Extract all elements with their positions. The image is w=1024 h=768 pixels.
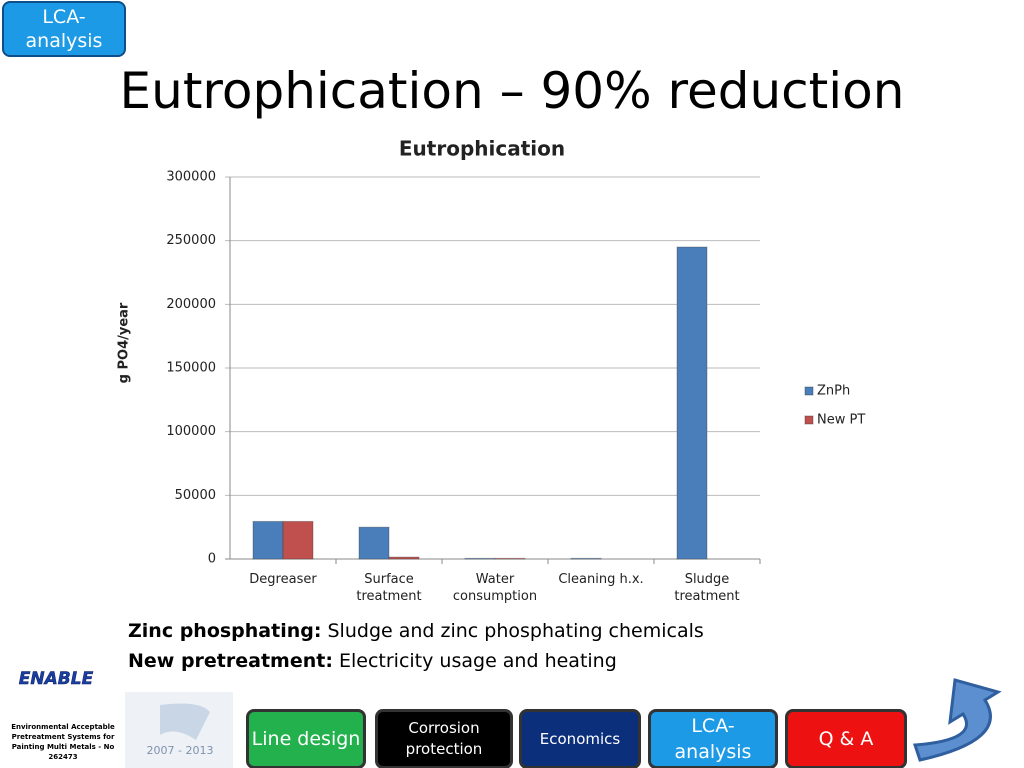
- nav-button[interactable]: Economics: [519, 709, 641, 768]
- bar: [252, 520, 284, 560]
- logo-text: ENABLE: [19, 669, 94, 689]
- nav-button[interactable]: Q & A: [785, 709, 907, 768]
- note-text: Electricity usage and heating: [339, 650, 617, 672]
- bar: [676, 246, 708, 560]
- bar: [570, 557, 602, 560]
- logo-caption: Environmental Acceptable Pretreatment Sy…: [11, 723, 115, 761]
- x-tick-label: Sludge treatment: [674, 572, 740, 604]
- note: Zinc phosphating: Sludge and zinc phosph…: [128, 620, 704, 642]
- legend-swatch: [804, 415, 814, 425]
- chart-title: Eutrophication: [399, 137, 565, 161]
- x-tick-label: Cleaning h.x.: [558, 572, 644, 587]
- nav-button[interactable]: Corrosion protection: [375, 709, 513, 768]
- legend-label: New PT: [817, 413, 865, 428]
- y-axis-label: g PO4/year: [117, 302, 132, 383]
- fp7-shape: [160, 703, 210, 740]
- bar: [282, 520, 314, 560]
- nav-button[interactable]: Line design: [246, 709, 366, 768]
- note-label: Zinc phosphating:: [128, 620, 322, 642]
- x-tick-label: Surface treatment: [356, 572, 422, 604]
- note: New pretreatment: Electricity usage and …: [128, 650, 617, 672]
- note-text: Sludge and zinc phosphating chemicals: [327, 620, 704, 642]
- y-tick-label: 100000: [166, 424, 216, 439]
- legend-label: ZnPh: [817, 384, 850, 399]
- y-tick-label: 250000: [166, 233, 216, 248]
- fp7-years: 2007 - 2013: [147, 744, 214, 757]
- bar: [494, 557, 526, 560]
- y-tick-label: 0: [208, 552, 216, 567]
- y-tick-label: 50000: [175, 488, 216, 503]
- y-tick-label: 300000: [166, 170, 216, 185]
- note-label: New pretreatment:: [128, 650, 333, 672]
- bar: [388, 556, 420, 560]
- slide-title: Eutrophication – 90% reduction: [119, 62, 905, 120]
- nav-button[interactable]: LCA-analysis: [648, 709, 778, 768]
- x-tick-label: Degreaser: [249, 572, 317, 587]
- legend-swatch: [804, 386, 814, 396]
- y-tick-label: 150000: [166, 361, 216, 376]
- back-arrow[interactable]: [912, 678, 1002, 762]
- section-badge: LCA-analysis: [2, 1, 126, 57]
- bar: [464, 557, 496, 560]
- y-tick-label: 200000: [166, 297, 216, 312]
- bar: [358, 526, 390, 560]
- x-tick-label: Water consumption: [452, 572, 538, 604]
